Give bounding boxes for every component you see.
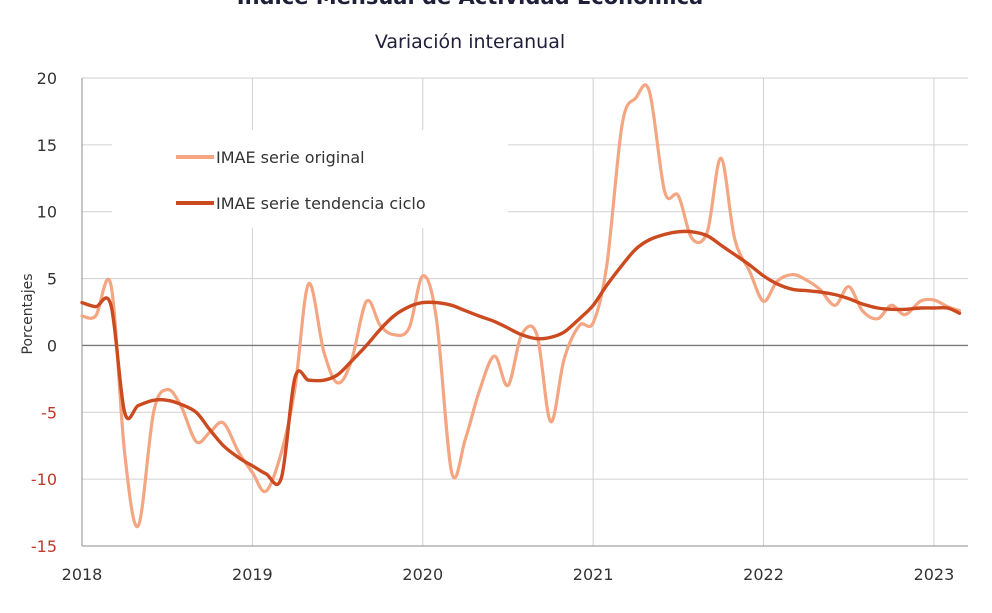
y-axis-label: Porcentajes bbox=[20, 273, 36, 354]
y-tick-label: 20 bbox=[37, 69, 57, 88]
y-tick-label: 5 bbox=[47, 270, 57, 289]
y-tick-label: -10 bbox=[31, 470, 57, 489]
series-line-trend bbox=[80, 229, 962, 486]
series-line-original bbox=[80, 83, 962, 529]
legend-label-original: IMAE serie original bbox=[216, 148, 365, 167]
x-tick-label: 2020 bbox=[402, 565, 443, 584]
axes bbox=[81, 78, 968, 547]
series-lines bbox=[80, 83, 962, 529]
legend-background bbox=[112, 130, 508, 228]
legend: IMAE serie original IMAE serie tendencia… bbox=[112, 130, 508, 228]
y-tick-label: 15 bbox=[37, 136, 57, 155]
x-tick-label: 2019 bbox=[232, 565, 273, 584]
y-tick-label: 10 bbox=[37, 203, 57, 222]
legend-label-trend: IMAE serie tendencia ciclo bbox=[216, 194, 426, 213]
y-tick-label: 0 bbox=[47, 336, 57, 355]
x-tick-labels: 2018 2019 2020 2021 2022 2023 bbox=[62, 565, 955, 584]
x-tick-label: 2023 bbox=[914, 565, 955, 584]
y-tick-labels: 20 15 10 5 0 -5 -10 -15 bbox=[31, 69, 57, 556]
chart-subtitle: Variación interanual bbox=[375, 31, 565, 53]
chart-title: Índice Mensual de Actividad Económica bbox=[237, 0, 703, 9]
x-tick-label: 2018 bbox=[62, 565, 103, 584]
y-tick-label: -5 bbox=[41, 403, 57, 422]
x-tick-label: 2021 bbox=[573, 565, 614, 584]
y-tick-label: -15 bbox=[31, 537, 57, 556]
x-tick-label: 2022 bbox=[743, 565, 784, 584]
